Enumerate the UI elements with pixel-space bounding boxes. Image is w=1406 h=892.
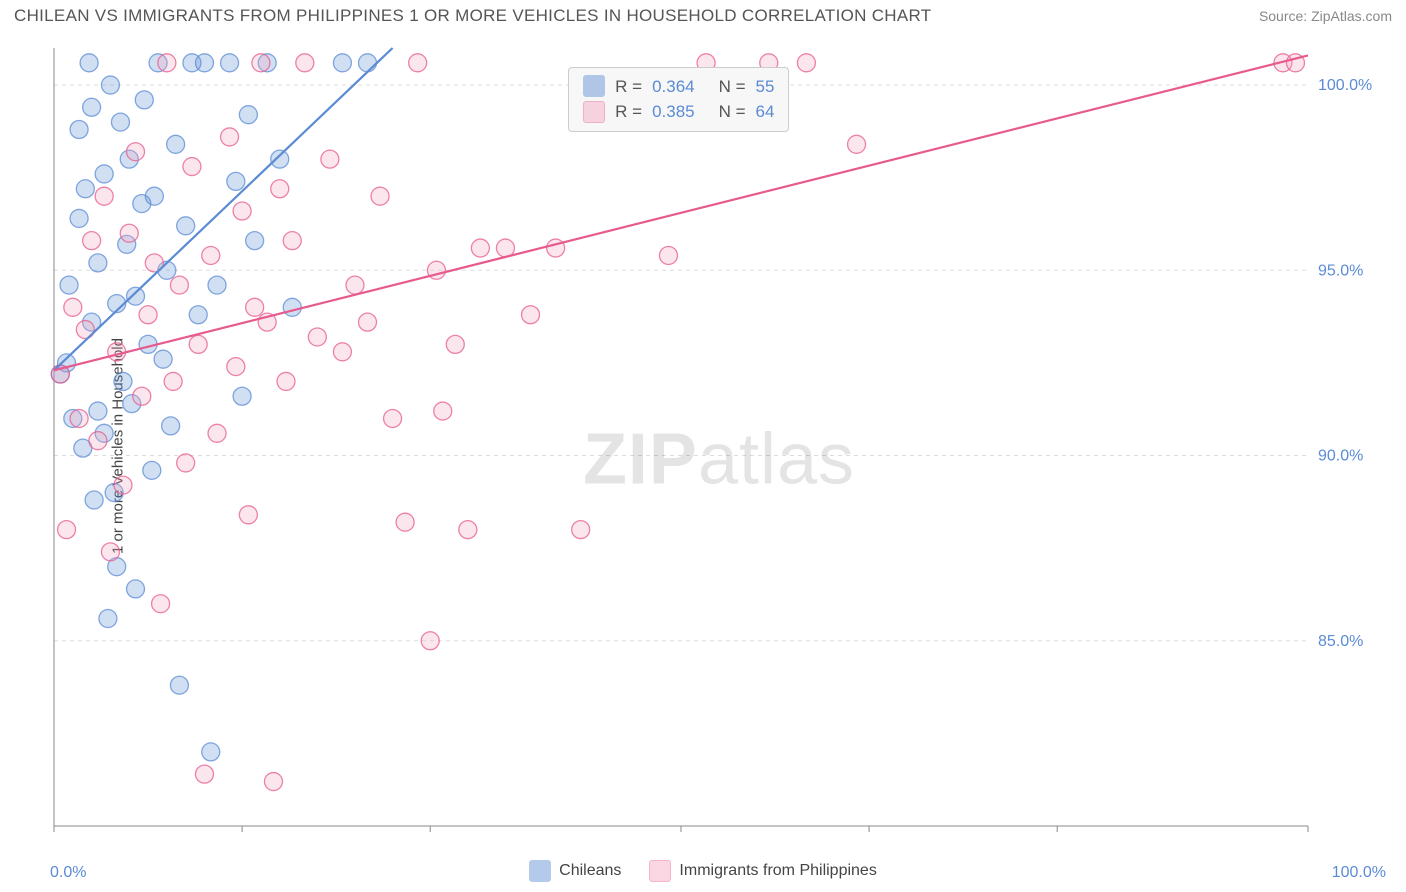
stats-r-label: R =: [615, 99, 642, 125]
legend-swatch-chileans: [529, 860, 551, 882]
chart-area: 85.0%90.0%95.0%100.0% ZIPatlas R = 0.364…: [48, 42, 1390, 844]
x-axis-max-label: 100.0%: [1332, 864, 1386, 882]
stats-swatch-philippines: [583, 101, 605, 123]
legend-label-philippines: Immigrants from Philippines: [679, 862, 876, 879]
correlation-stats-box: R = 0.364 N = 55 R = 0.385 N = 64: [568, 67, 789, 132]
stats-swatch-chileans: [583, 75, 605, 97]
stats-n-value-philippines: 64: [756, 99, 775, 125]
stats-n-label: N =: [719, 74, 746, 100]
legend-label-chileans: Chileans: [559, 862, 621, 879]
stats-r-label: R =: [615, 74, 642, 100]
chart-title: CHILEAN VS IMMIGRANTS FROM PHILIPPINES 1…: [14, 6, 931, 26]
legend: Chileans Immigrants from Philippines: [529, 860, 877, 882]
source-prefix: Source:: [1259, 8, 1311, 24]
source-attribution: Source: ZipAtlas.com: [1259, 8, 1392, 24]
stats-r-value-philippines: 0.385: [652, 99, 695, 125]
stats-row-philippines: R = 0.385 N = 64: [583, 99, 774, 125]
legend-item-chileans: Chileans: [529, 860, 621, 882]
svg-text:100.0%: 100.0%: [1318, 77, 1372, 94]
stats-r-value-chileans: 0.364: [652, 74, 695, 100]
svg-text:95.0%: 95.0%: [1318, 262, 1363, 279]
svg-text:90.0%: 90.0%: [1318, 448, 1363, 465]
stats-n-label: N =: [719, 99, 746, 125]
legend-item-philippines: Immigrants from Philippines: [649, 860, 876, 882]
stats-n-value-chileans: 55: [756, 74, 775, 100]
legend-swatch-philippines: [649, 860, 671, 882]
stats-row-chileans: R = 0.364 N = 55: [583, 74, 774, 100]
svg-text:85.0%: 85.0%: [1318, 633, 1363, 650]
scatter-chart-svg: 85.0% 90.0% 95.0% 100.0%: [48, 42, 1378, 832]
source-link[interactable]: ZipAtlas.com: [1311, 8, 1392, 24]
